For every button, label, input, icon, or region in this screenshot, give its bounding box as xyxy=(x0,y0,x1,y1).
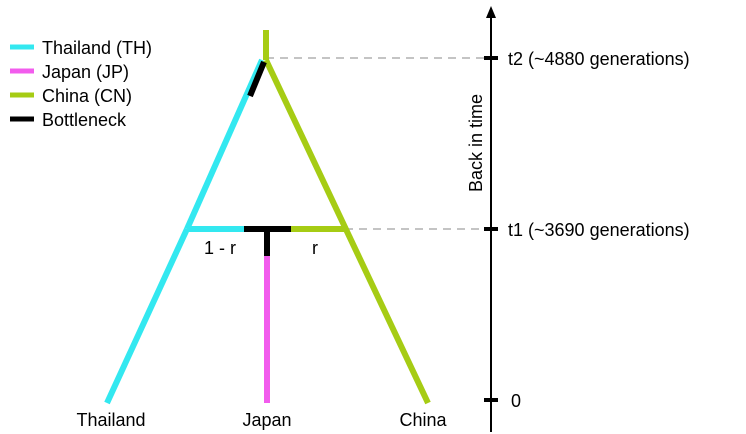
admixture-label-china: r xyxy=(312,238,318,258)
china-branch xyxy=(263,58,431,405)
population-tree xyxy=(104,30,431,405)
legend-label-bottleneck: Bottleneck xyxy=(42,110,127,130)
admixture-label-thailand: 1 - r xyxy=(204,238,236,258)
legend-label-japan: Japan (JP) xyxy=(42,62,129,82)
legend-label-thailand: Thailand (TH) xyxy=(42,38,152,58)
population-label-china: China xyxy=(399,410,447,430)
thailand-bottleneck xyxy=(247,60,267,98)
population-label-thailand: Thailand xyxy=(76,410,145,430)
thailand-upper-branch xyxy=(184,58,265,231)
tick-label-0: 0 xyxy=(511,391,521,411)
population-label-japan: Japan xyxy=(242,410,291,430)
legend: Thailand (TH) Japan (JP) China (CN) Bott… xyxy=(10,38,152,130)
time-axis-title: Back in time xyxy=(466,94,486,192)
tick-label-t2: t2 (~4880 generations) xyxy=(508,49,690,69)
legend-label-china: China (CN) xyxy=(42,86,132,106)
time-axis: t2 (~4880 generations) t1 (~3690 generat… xyxy=(466,6,690,432)
time-axis-arrowhead xyxy=(486,6,496,18)
tick-label-t1: t1 (~3690 generations) xyxy=(508,220,690,240)
thailand-lower-branch xyxy=(104,227,190,405)
